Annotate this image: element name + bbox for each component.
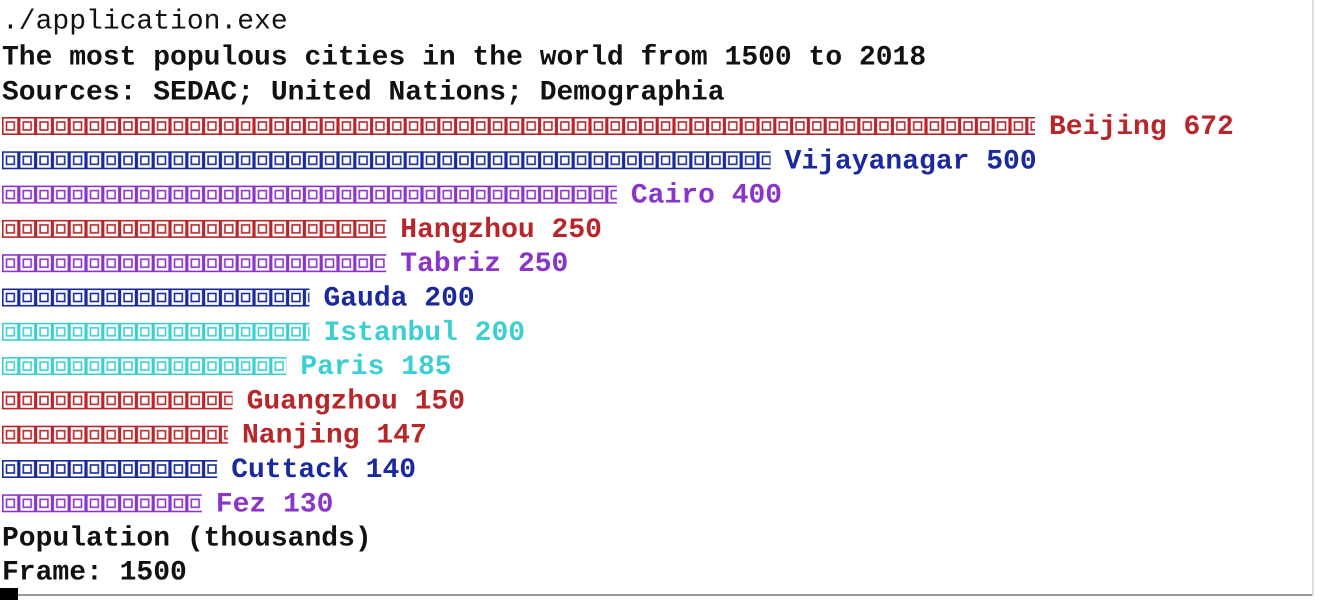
- svg-text:Vijayanagar 500: Vijayanagar 500: [785, 147, 1037, 178]
- svg-text:Nanjing 147: Nanjing 147: [242, 421, 427, 452]
- value-label: 130: [283, 490, 333, 521]
- bar: [2, 460, 218, 478]
- value-label: 185: [401, 352, 451, 383]
- bar: [2, 254, 387, 273]
- bar-label: Gauda 200: [323, 284, 474, 315]
- bar-label: Cairo 400: [631, 181, 782, 212]
- bar: [2, 322, 310, 341]
- value-label: 140: [366, 455, 416, 486]
- bar-label: Vijayanagar 500: [785, 147, 1037, 178]
- bar-label: Nanjing 147: [242, 421, 427, 452]
- value-label: 200: [475, 318, 525, 349]
- svg-text:Cuttack 140: Cuttack 140: [231, 455, 416, 486]
- cursor: [0, 588, 18, 600]
- bar: [2, 357, 287, 376]
- svg-text:Beijing 672: Beijing 672: [1049, 112, 1234, 143]
- value-label: 147: [376, 421, 426, 452]
- bar-label: Fez 130: [216, 490, 334, 521]
- svg-text:Hangzhou 250: Hangzhou 250: [400, 215, 602, 246]
- value-label: 200: [424, 284, 474, 315]
- bar: [2, 185, 617, 204]
- category-label: Istanbul: [323, 318, 457, 349]
- category-label: Cairo: [631, 181, 715, 212]
- bar-label: Istanbul 200: [323, 318, 525, 349]
- category-label: Beijing: [1049, 112, 1167, 143]
- category-label: Paris: [300, 352, 384, 383]
- bar-label: Paris 185: [300, 352, 451, 383]
- bar: [2, 391, 233, 410]
- chart-subtitle: Sources: SEDAC; United Nations; Demograp…: [2, 77, 725, 108]
- value-label: 672: [1183, 112, 1233, 143]
- bar: [2, 288, 310, 307]
- bar: [2, 151, 771, 170]
- bar-label: Guangzhou 150: [247, 387, 465, 418]
- category-label: Cuttack: [231, 455, 349, 486]
- category-label: Tabriz: [400, 250, 501, 281]
- bar-label: Tabriz 250: [400, 250, 568, 281]
- bar: [2, 494, 202, 513]
- svg-text:Tabriz 250: Tabriz 250: [400, 250, 568, 281]
- bar-label: Beijing 672: [1049, 112, 1234, 143]
- frame-label: Frame: 1500: [2, 557, 187, 588]
- svg-text:Guangzhou 150: Guangzhou 150: [247, 387, 465, 418]
- bar: [2, 425, 228, 444]
- bar: [2, 117, 1035, 135]
- bar-label: Hangzhou 250: [400, 215, 602, 246]
- value-label: 250: [518, 250, 568, 281]
- svg-text:Fez 130: Fez 130: [216, 490, 334, 521]
- bar: [2, 219, 387, 238]
- value-label: 500: [986, 147, 1036, 178]
- category-label: Gauda: [323, 284, 407, 315]
- axis-label: Population (thousands): [2, 523, 372, 554]
- svg-text:Cairo 400: Cairo 400: [631, 181, 782, 212]
- svg-text:Gauda 200: Gauda 200: [323, 284, 474, 315]
- value-label: 250: [552, 215, 602, 246]
- category-label: Nanjing: [242, 421, 360, 452]
- category-label: Guangzhou: [247, 387, 398, 418]
- category-label: Hangzhou: [400, 215, 534, 246]
- value-label: 400: [732, 181, 782, 212]
- bar-label: Cuttack 140: [231, 455, 416, 486]
- value-label: 150: [415, 387, 465, 418]
- svg-text:Paris 185: Paris 185: [300, 352, 451, 383]
- svg-text:Istanbul 200: Istanbul 200: [323, 318, 525, 349]
- category-label: Fez: [216, 490, 266, 521]
- category-label: Vijayanagar: [785, 147, 970, 178]
- chart-title: The most populous cities in the world fr…: [2, 42, 926, 73]
- command: ./application.exe: [2, 6, 288, 37]
